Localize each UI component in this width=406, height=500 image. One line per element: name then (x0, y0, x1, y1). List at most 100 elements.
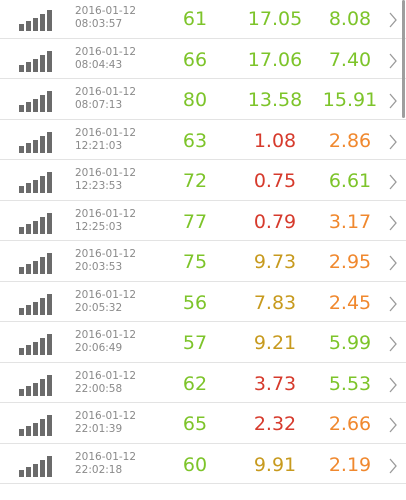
timestamp-date: 2016-01-12 (75, 329, 137, 341)
list-item[interactable]: 2016-01-12 22:00:58 62 3.73 5.53 (0, 363, 406, 403)
value-primary: 75 (182, 251, 208, 273)
list-item[interactable]: 2016-01-12 08:07:13 80 13.58 15.91 (0, 79, 406, 120)
signal-strength-bars-icon (18, 293, 54, 315)
timestamp-date: 2016-01-12 (75, 45, 137, 58)
value-tertiary: 2.66 (328, 413, 372, 435)
list-item[interactable]: 2016-01-12 08:04:43 66 17.06 7.40 (0, 39, 406, 79)
list-item[interactable]: 2016-01-12 12:25:03 77 0.79 3.17 (0, 201, 406, 241)
signal-strength-bars-icon (18, 414, 54, 436)
timestamp: 2016-01-12 20:06:49 (75, 329, 165, 355)
value-tertiary: 3.17 (328, 210, 372, 233)
timestamp-date: 2016-01-12 (75, 248, 137, 260)
value-secondary: 17.05 (247, 8, 303, 30)
value-secondary: 9.73 (253, 251, 297, 273)
list-item[interactable]: 2016-01-12 22:01:39 65 2.32 2.66 (0, 403, 406, 444)
value-secondary: 2.32 (253, 413, 297, 435)
timestamp-time: 12:23:53 (75, 180, 123, 192)
timestamp: 2016-01-12 08:07:13 (75, 86, 165, 112)
list-item[interactable]: 2016-01-12 12:23:53 72 0.75 6.61 (0, 160, 406, 201)
value-primary: 77 (182, 210, 208, 233)
value-primary: 63 (182, 129, 208, 152)
value-secondary: 7.83 (253, 291, 297, 314)
signal-strength-bars-icon (18, 131, 54, 153)
value-secondary: 0.75 (253, 170, 297, 192)
signal-strength-bars-icon (18, 455, 54, 477)
chevron-right-icon[interactable] (388, 93, 398, 109)
timestamp: 2016-01-12 20:05:32 (75, 289, 165, 315)
timestamp-time: 20:05:32 (75, 301, 123, 314)
timestamp-date: 2016-01-12 (75, 288, 137, 301)
value-secondary: 0.79 (253, 210, 297, 233)
timestamp: 2016-01-12 08:04:43 (75, 46, 165, 72)
signal-strength-bars-icon (18, 171, 54, 193)
value-primary: 56 (182, 291, 208, 314)
signal-strength-bars-icon (18, 333, 54, 355)
timestamp-time: 08:07:13 (75, 99, 123, 111)
signal-strength-bars-icon (18, 50, 54, 72)
timestamp-date: 2016-01-12 (75, 167, 137, 179)
timestamp-time: 22:01:39 (75, 423, 123, 435)
value-secondary: 3.73 (253, 372, 297, 395)
signal-strength-bars-icon (18, 252, 54, 274)
signal-strength-bars-icon (18, 212, 54, 234)
timestamp-time: 22:02:18 (75, 463, 123, 476)
timestamp-date: 2016-01-12 (75, 5, 137, 17)
chevron-right-icon[interactable] (388, 417, 398, 433)
value-primary: 57 (182, 332, 208, 354)
signal-strength-bars-icon (18, 90, 54, 112)
timestamp-date: 2016-01-12 (75, 450, 137, 463)
value-secondary: 17.06 (247, 48, 303, 71)
value-tertiary: 7.40 (328, 48, 372, 71)
chevron-right-icon[interactable] (388, 336, 398, 352)
scrollbar[interactable] (402, 0, 405, 118)
timestamp-date: 2016-01-12 (75, 86, 137, 98)
value-secondary: 9.91 (253, 453, 297, 476)
timestamp-date: 2016-01-12 (75, 369, 137, 382)
chevron-right-icon[interactable] (388, 215, 398, 231)
timestamp-time: 12:21:03 (75, 139, 123, 152)
chevron-right-icon[interactable] (388, 12, 398, 28)
value-primary: 60 (182, 453, 208, 476)
timestamp-date: 2016-01-12 (75, 207, 137, 220)
value-secondary: 9.21 (253, 332, 297, 354)
timestamp: 2016-01-12 22:02:18 (75, 451, 165, 477)
value-tertiary: 5.53 (328, 372, 372, 395)
timestamp-time: 20:03:53 (75, 261, 123, 273)
list-item[interactable]: 2016-01-12 08:03:57 61 17.05 8.08 (0, 0, 406, 39)
value-tertiary: 2.86 (328, 129, 372, 152)
value-primary: 65 (182, 413, 208, 435)
value-secondary: 13.58 (247, 89, 303, 111)
timestamp: 2016-01-12 20:03:53 (75, 248, 165, 274)
chevron-right-icon[interactable] (388, 377, 398, 393)
value-tertiary: 5.99 (328, 332, 372, 354)
chevron-right-icon[interactable] (388, 296, 398, 312)
list-item[interactable]: 2016-01-12 20:05:32 56 7.83 2.45 (0, 282, 406, 322)
chevron-right-icon[interactable] (388, 53, 398, 69)
chevron-right-icon[interactable] (388, 174, 398, 190)
chevron-right-icon[interactable] (388, 458, 398, 474)
value-primary: 66 (182, 48, 208, 71)
timestamp-time: 22:00:58 (75, 382, 123, 395)
signal-strength-bars-icon (18, 9, 54, 31)
list-item[interactable]: 2016-01-12 12:21:03 63 1.08 2.86 (0, 120, 406, 160)
chevron-right-icon[interactable] (388, 134, 398, 150)
list-item[interactable]: 2016-01-12 20:06:49 57 9.21 5.99 (0, 322, 406, 363)
value-primary: 80 (182, 89, 208, 111)
list-item[interactable]: 2016-01-12 20:03:53 75 9.73 2.95 (0, 241, 406, 282)
chevron-right-icon[interactable] (388, 255, 398, 271)
value-primary: 61 (182, 8, 208, 30)
value-tertiary: 2.45 (328, 291, 372, 314)
timestamp-time: 08:04:43 (75, 58, 123, 71)
value-tertiary: 8.08 (328, 8, 372, 30)
test-history-list: 2016-01-12 08:03:57 61 17.05 8.08 2016-01-12 0… (0, 0, 406, 484)
timestamp-date: 2016-01-12 (75, 410, 137, 422)
value-primary: 62 (182, 372, 208, 395)
timestamp-time: 08:03:57 (75, 18, 123, 30)
list-item[interactable]: 2016-01-12 22:02:18 60 9.91 2.19 (0, 444, 406, 484)
timestamp: 2016-01-12 22:01:39 (75, 410, 165, 436)
timestamp: 2016-01-12 08:03:57 (75, 5, 165, 31)
timestamp-time: 20:06:49 (75, 342, 123, 354)
timestamp: 2016-01-12 12:25:03 (75, 208, 165, 234)
timestamp-date: 2016-01-12 (75, 126, 137, 139)
